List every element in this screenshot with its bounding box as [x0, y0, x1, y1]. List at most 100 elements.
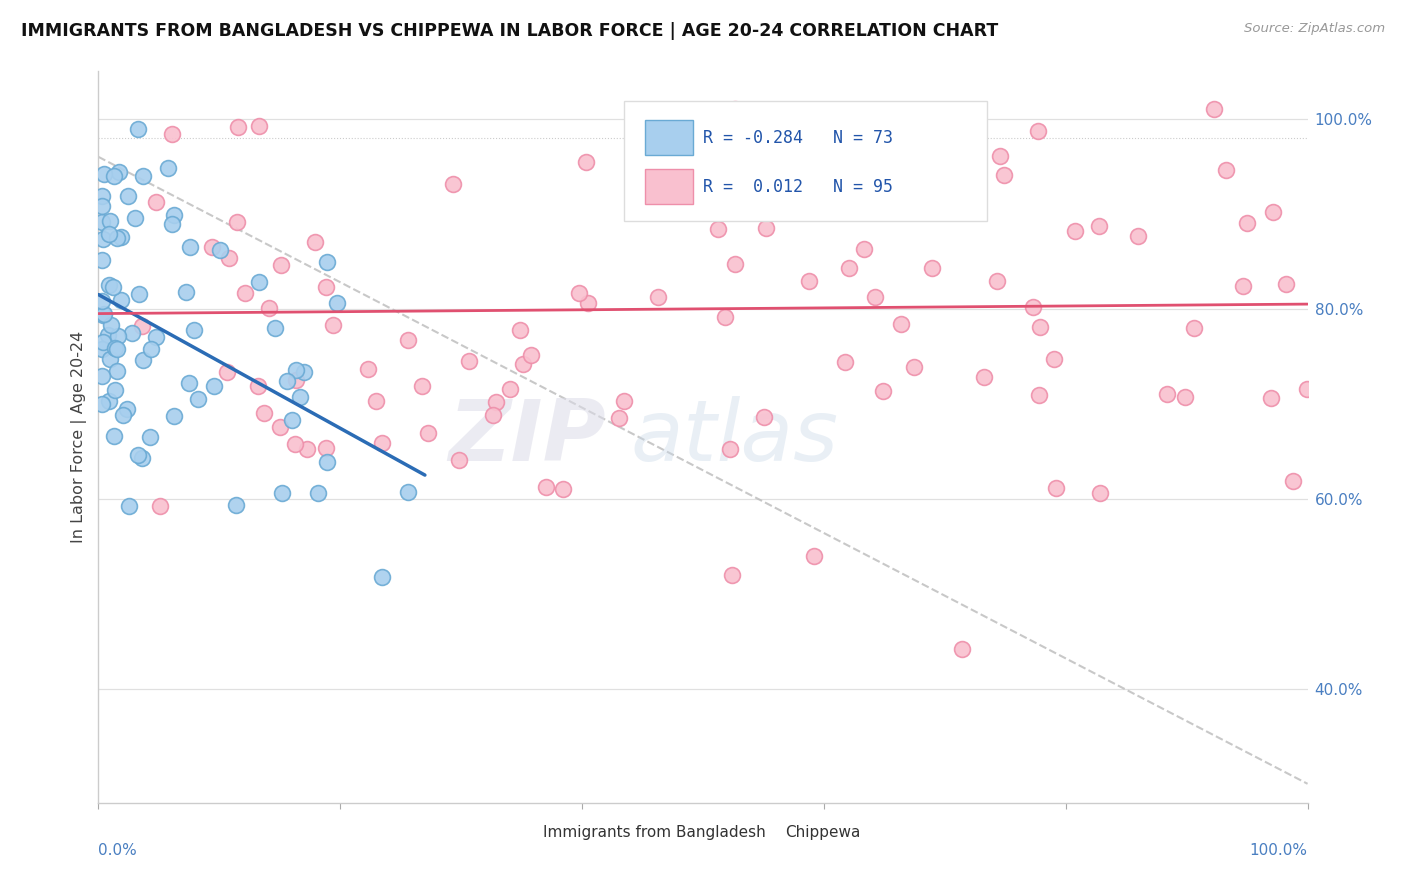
Point — [575, 155, 598, 169]
Point — [93, 307, 115, 321]
Point — [115, 401, 138, 416]
Point — [371, 569, 394, 583]
Point — [111, 408, 134, 422]
Point — [91, 215, 114, 229]
Text: atlas: atlas — [630, 395, 838, 479]
Point — [371, 435, 394, 450]
Point — [97, 327, 120, 342]
Point — [93, 167, 115, 181]
Point — [91, 335, 114, 350]
Point — [200, 240, 222, 254]
Point — [853, 243, 876, 257]
Point — [162, 217, 184, 231]
Point — [145, 194, 167, 209]
Point — [163, 409, 186, 423]
Text: ZIP: ZIP — [449, 395, 606, 479]
Point — [482, 409, 505, 423]
Point — [315, 255, 337, 269]
Point — [613, 393, 636, 408]
Point — [149, 499, 172, 513]
Point — [104, 341, 127, 355]
Text: 0.0%: 0.0% — [98, 843, 138, 858]
FancyBboxPatch shape — [645, 169, 693, 204]
Point — [834, 355, 856, 369]
Point — [1043, 351, 1066, 366]
Point — [292, 365, 315, 379]
Point — [174, 285, 197, 299]
Point — [91, 252, 114, 267]
Point — [249, 276, 271, 290]
Point — [98, 227, 121, 242]
Point — [1090, 486, 1112, 500]
Point — [1029, 319, 1052, 334]
Point — [107, 165, 129, 179]
Point — [952, 642, 974, 657]
Point — [396, 484, 419, 499]
Point — [326, 296, 349, 310]
Point — [209, 244, 232, 258]
Point — [973, 370, 995, 384]
Point — [91, 343, 114, 357]
Y-axis label: In Labor Force | Age 20-24: In Labor Force | Age 20-24 — [72, 331, 87, 543]
Point — [285, 373, 308, 387]
Point — [281, 413, 304, 427]
FancyBboxPatch shape — [503, 822, 537, 843]
Point — [512, 357, 534, 371]
Point — [322, 318, 344, 332]
Point — [202, 379, 225, 393]
Point — [1263, 205, 1285, 219]
Point — [890, 317, 912, 331]
Point — [157, 161, 180, 175]
Point — [1063, 224, 1085, 238]
Point — [735, 155, 758, 169]
FancyBboxPatch shape — [745, 822, 779, 843]
Point — [449, 453, 471, 467]
Point — [145, 330, 167, 344]
Point — [499, 382, 522, 396]
Point — [131, 169, 153, 183]
Point — [160, 127, 183, 141]
Point — [269, 420, 291, 434]
Point — [179, 376, 201, 391]
Point — [986, 274, 1008, 288]
Point — [1088, 219, 1111, 234]
Point — [284, 363, 307, 377]
Point — [1282, 474, 1305, 488]
Point — [270, 258, 292, 272]
Text: IMMIGRANTS FROM BANGLADESH VS CHIPPEWA IN LABOR FORCE | AGE 20-24 CORRELATION CH: IMMIGRANTS FROM BANGLADESH VS CHIPPEWA I… — [21, 22, 998, 40]
Point — [316, 455, 339, 469]
Point — [91, 368, 114, 383]
Point — [93, 308, 115, 322]
Point — [121, 326, 143, 340]
Point — [271, 485, 294, 500]
Point — [97, 393, 120, 408]
Point — [441, 177, 464, 191]
Point — [1045, 481, 1067, 495]
Point — [124, 211, 146, 226]
Point — [865, 290, 887, 304]
Point — [921, 167, 943, 181]
Point — [723, 257, 745, 271]
Point — [647, 290, 669, 304]
Point — [187, 392, 209, 406]
Point — [803, 549, 825, 563]
Point — [576, 295, 599, 310]
Point — [100, 351, 122, 366]
Point — [1026, 124, 1049, 138]
Point — [247, 119, 270, 133]
Point — [990, 149, 1012, 163]
Point — [101, 280, 124, 294]
Point — [553, 482, 575, 496]
Point — [263, 320, 285, 334]
Point — [103, 429, 125, 443]
Point — [246, 379, 269, 393]
Point — [872, 384, 894, 398]
Point — [127, 121, 149, 136]
Point — [215, 365, 238, 379]
Point — [304, 235, 326, 250]
Point — [233, 286, 256, 301]
Point — [179, 240, 201, 254]
Point — [1182, 321, 1205, 335]
Point — [253, 406, 276, 420]
Point — [288, 390, 311, 404]
